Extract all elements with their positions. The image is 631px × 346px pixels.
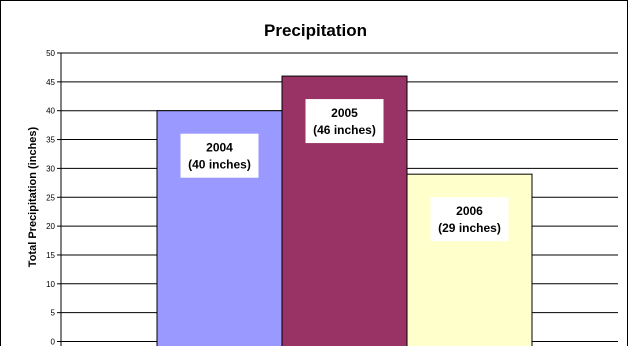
data-label: (29 inches): [438, 221, 501, 235]
y-tick-label: 15: [46, 251, 55, 260]
y-tick-label: 25: [46, 193, 55, 202]
y-tick-label: 10: [46, 280, 55, 289]
data-label: (46 inches): [313, 123, 376, 137]
data-label-box: [180, 133, 259, 178]
chart-title: Precipitation: [264, 21, 367, 40]
data-label: 2005: [331, 106, 358, 120]
y-tick-label: 30: [46, 164, 55, 173]
y-tick-label: 50: [46, 49, 55, 58]
y-tick-label: 5: [51, 309, 56, 318]
y-tick-label: 0: [51, 338, 56, 346]
data-label: (40 inches): [188, 158, 251, 172]
data-label: 2004: [206, 141, 233, 155]
y-tick-label: 35: [46, 136, 55, 145]
y-tick-label: 40: [46, 107, 55, 116]
data-label-box: [305, 99, 384, 144]
data-label: 2006: [456, 204, 483, 218]
y-tick-label: 45: [46, 78, 55, 87]
data-label-box: [430, 197, 509, 242]
y-tick-label: 20: [46, 222, 55, 231]
